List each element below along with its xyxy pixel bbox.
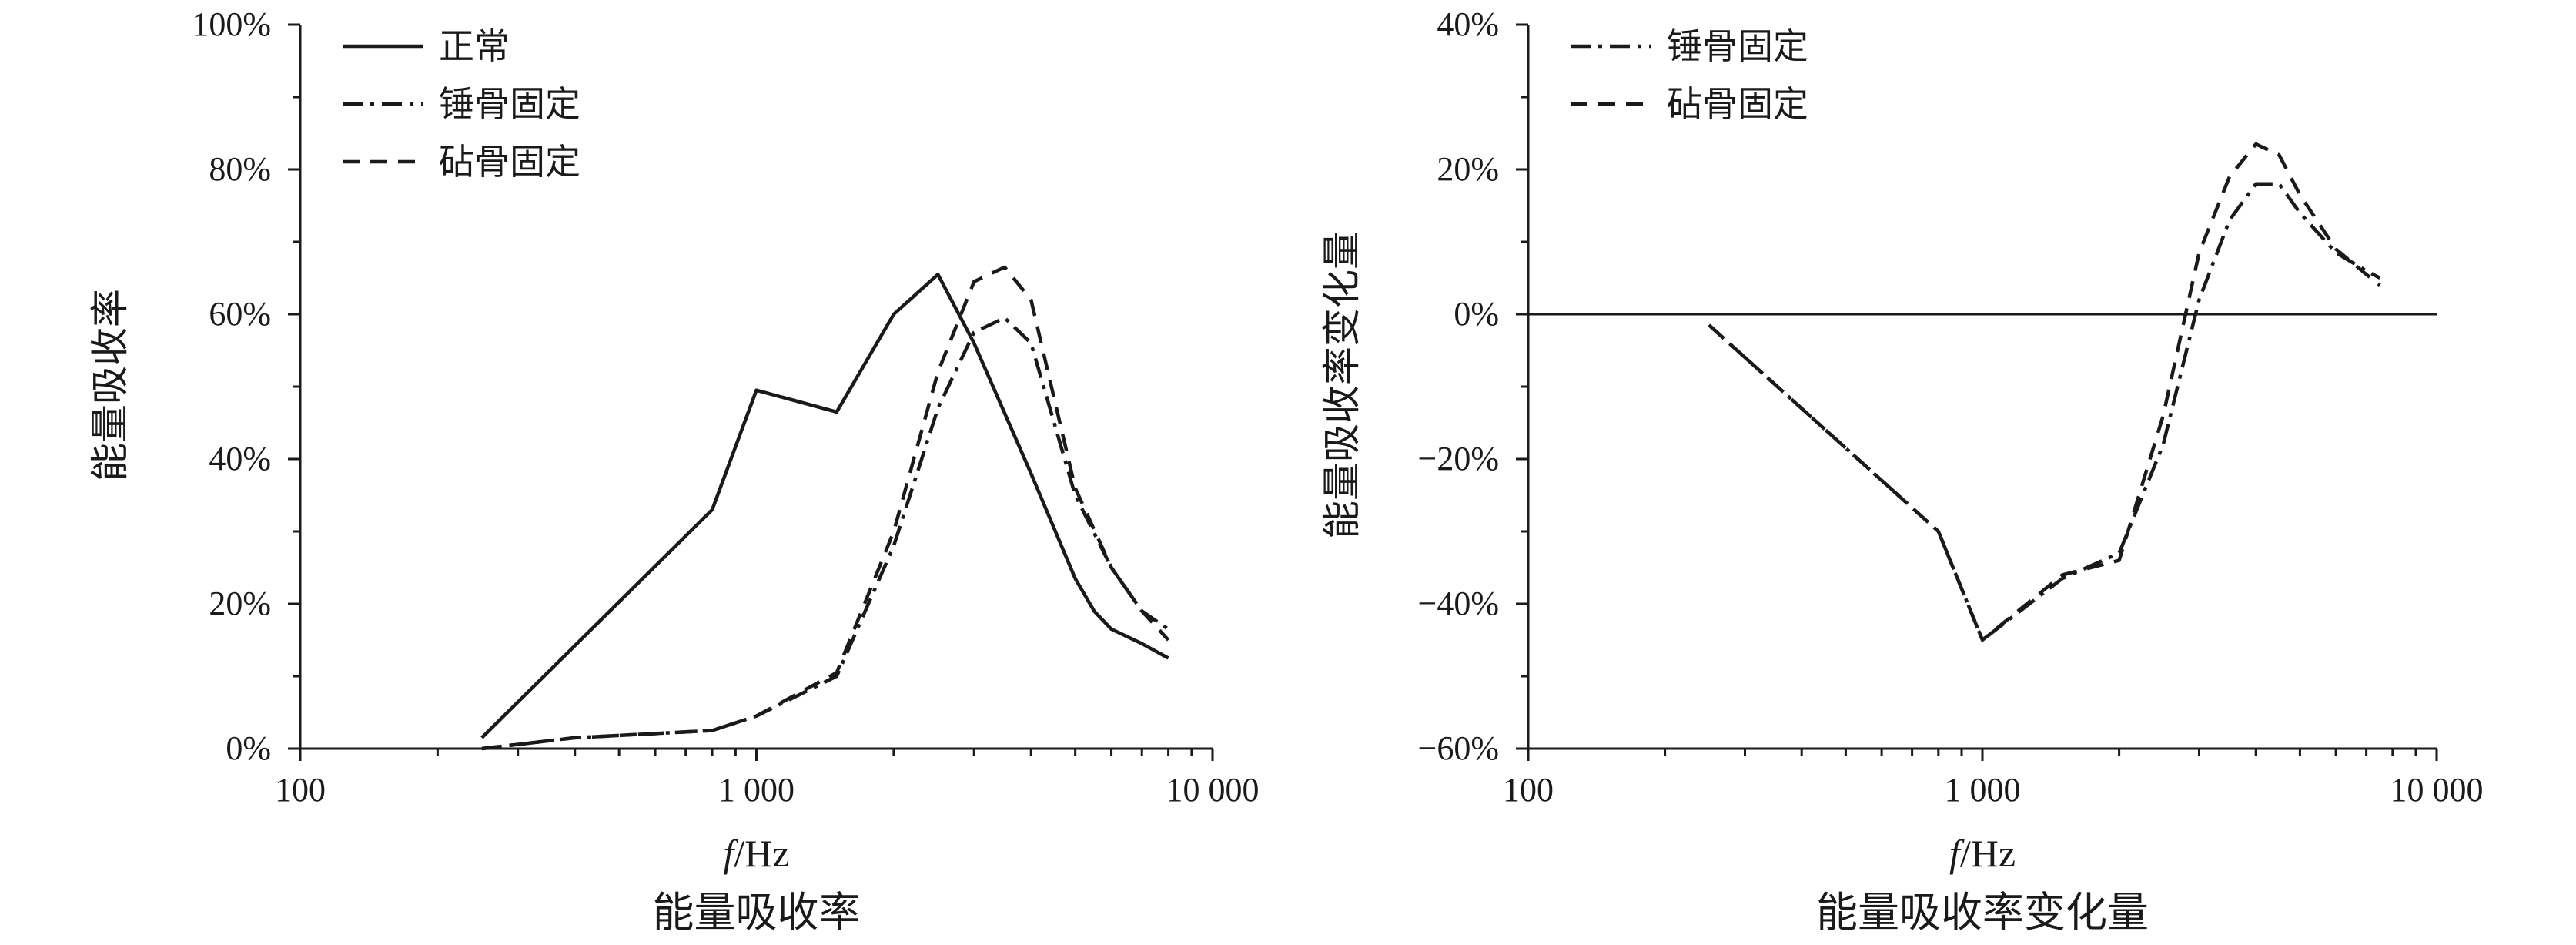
series-line bbox=[482, 267, 1169, 749]
x-tick-label: 10 000 bbox=[2390, 771, 2484, 809]
chart-caption: 能量吸收率变化量 bbox=[1816, 890, 2149, 936]
x-tick-label: 100 bbox=[1503, 771, 1554, 809]
legend-label: 砧骨固定 bbox=[1667, 85, 1808, 124]
y-tick-label: 20% bbox=[1437, 150, 1499, 188]
y-tick-label: −20% bbox=[1418, 440, 1499, 478]
series-锤骨固定 bbox=[482, 318, 1169, 749]
y-tick-label: 40% bbox=[1437, 5, 1499, 43]
series-砧骨固定 bbox=[482, 267, 1169, 749]
x-axis-label-unit: /Hz bbox=[734, 832, 789, 875]
y-tick-label: 60% bbox=[209, 295, 271, 333]
chart-2: −60% −40% −20% 0% 20% 40% 100 1 000 10 000 锤骨固定砧骨… bbox=[1320, 5, 2484, 936]
series-line bbox=[482, 274, 1169, 738]
y-axis-label: 能量吸收率 bbox=[89, 289, 132, 481]
y-axis-label: 能量吸收率变化量 bbox=[1320, 231, 1363, 539]
x-tick-label: 1 000 bbox=[718, 771, 795, 809]
x-axis-label: f/Hz bbox=[1949, 832, 2016, 875]
x-tick-label: 100 bbox=[275, 771, 326, 809]
chart-1: 0% 20% 40% 60% 80% 100% 100 1 000 10 000 正常锤骨固定砧骨… bbox=[89, 5, 1260, 936]
legend-label: 正常 bbox=[439, 27, 510, 66]
y-tick-label: 0% bbox=[226, 729, 271, 767]
series-锤骨固定 bbox=[1709, 184, 2380, 640]
series-line bbox=[482, 318, 1169, 749]
y-tick-label: 100% bbox=[192, 5, 271, 43]
y-tick-label: 0% bbox=[1454, 295, 1499, 333]
series-line bbox=[1709, 144, 2380, 640]
y-tick-label: −60% bbox=[1418, 729, 1499, 767]
series-line bbox=[1709, 184, 2380, 640]
x-tick-label: 10 000 bbox=[1166, 771, 1260, 809]
chart-caption: 能量吸收率 bbox=[653, 890, 861, 936]
y-tick-label: 20% bbox=[209, 585, 271, 622]
y-tick-label: 40% bbox=[209, 440, 271, 478]
legend-label: 锤骨固定 bbox=[1667, 27, 1808, 66]
y-tick-label: −40% bbox=[1418, 585, 1499, 622]
x-tick-label: 1 000 bbox=[1945, 771, 2021, 809]
series-正常 bbox=[482, 274, 1169, 738]
x-axis-label-unit: /Hz bbox=[1960, 832, 2016, 875]
x-axis-label: f/Hz bbox=[723, 832, 789, 875]
legend-label: 砧骨固定 bbox=[439, 142, 580, 182]
series-砧骨固定 bbox=[1709, 144, 2380, 640]
y-tick-label: 80% bbox=[209, 150, 271, 188]
legend-label: 锤骨固定 bbox=[439, 85, 580, 124]
